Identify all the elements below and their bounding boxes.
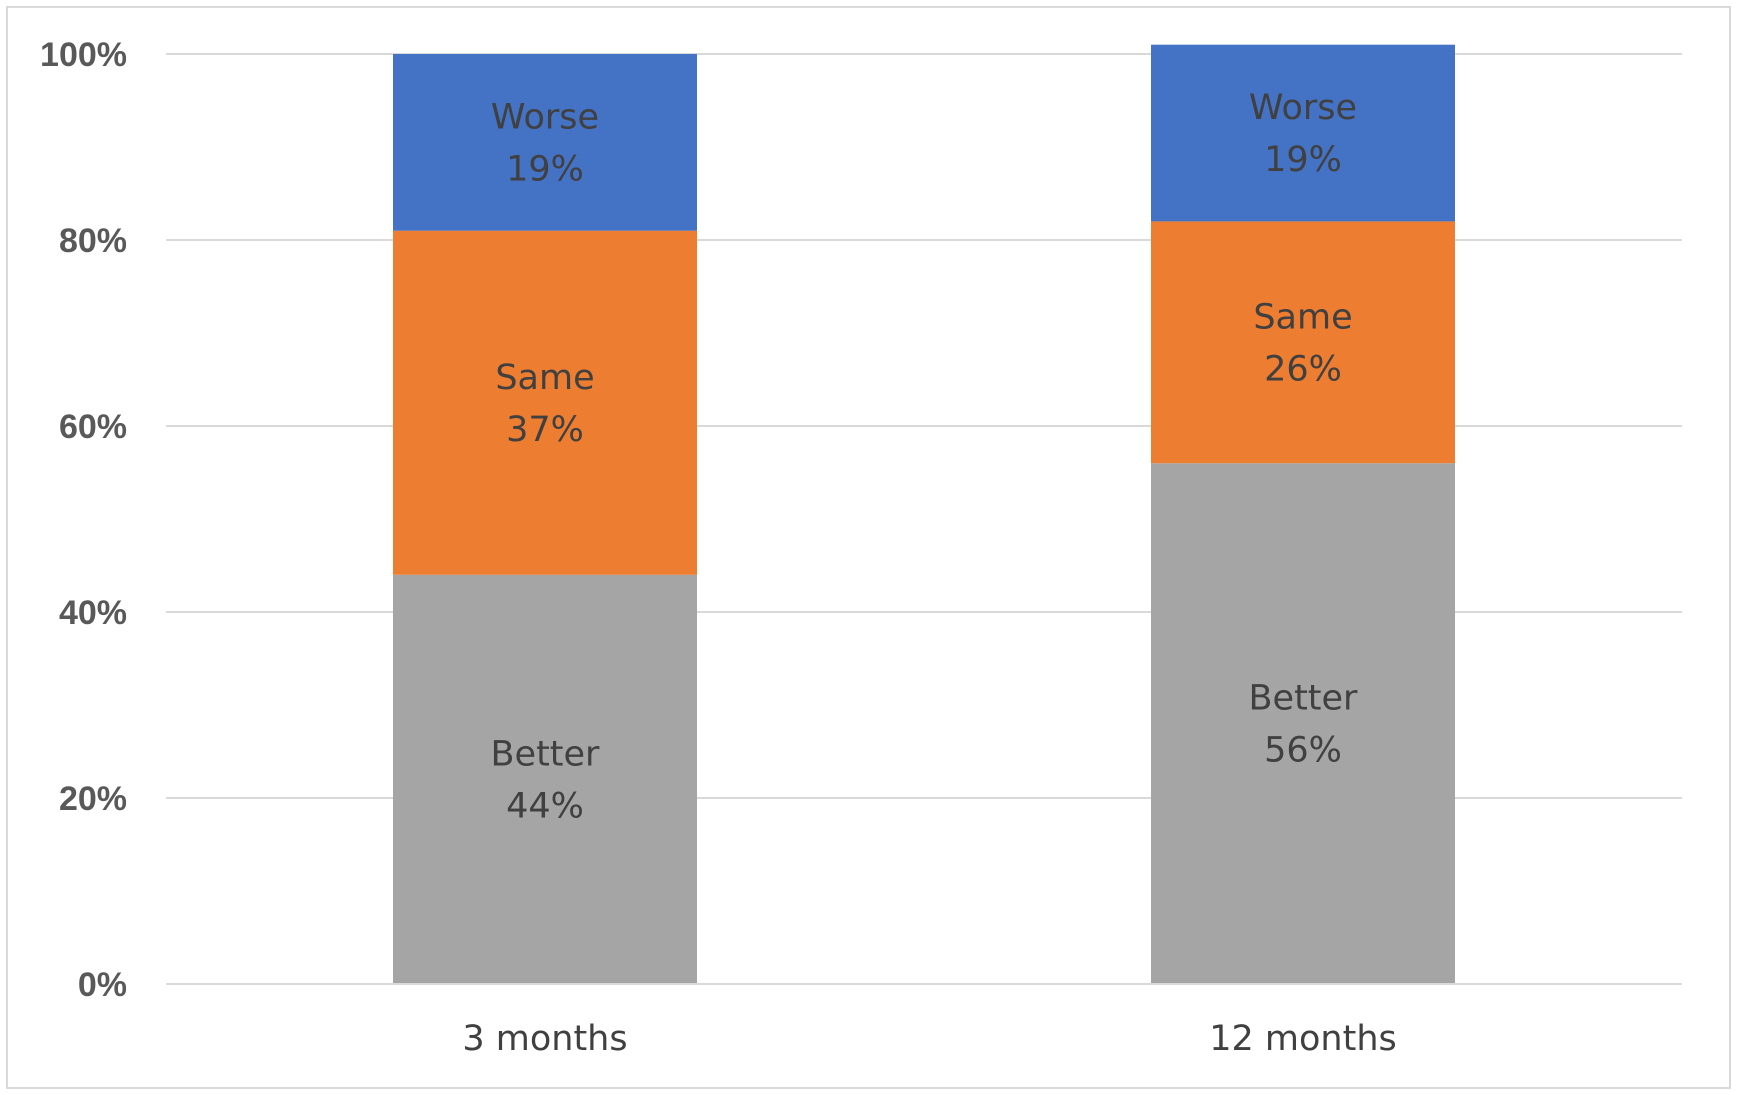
data-label-series-name: Better xyxy=(491,734,601,774)
y-tick-label: 60% xyxy=(59,408,127,446)
data-label-series-name: Worse xyxy=(1249,88,1357,128)
data-label-value: 19% xyxy=(506,149,584,189)
bars: Better 44% Same 37% Worse 19% Better 56% Same 26%… xyxy=(393,44,1455,984)
y-tick-label: 80% xyxy=(59,222,127,260)
data-label-value: 37% xyxy=(506,410,584,450)
y-tick-label: 40% xyxy=(59,594,127,632)
bar-segment-same xyxy=(393,230,697,575)
bar-segment-better xyxy=(393,574,697,984)
bar-segment-worse xyxy=(1151,44,1455,222)
bar-segment-worse xyxy=(393,54,697,231)
data-label-series-name: Same xyxy=(1253,297,1352,337)
data-label-value: 56% xyxy=(1264,731,1342,771)
bar-stack: Better 56% Same 26% Worse 19% xyxy=(1151,44,1455,984)
x-axis-labels: 3 months 12 months xyxy=(462,1019,1396,1059)
x-category-label: 3 months xyxy=(462,1019,627,1059)
bar-stack: Better 44% Same 37% Worse 19% xyxy=(393,54,697,984)
y-axis-ticks: 0% 20% 40% 60% 80% 100% xyxy=(40,36,127,1004)
data-label-value: 19% xyxy=(1264,140,1342,180)
data-label-series-name: Better xyxy=(1249,679,1359,719)
data-label-value: 26% xyxy=(1264,349,1342,389)
data-label-series-name: Worse xyxy=(491,97,599,137)
y-tick-label: 100% xyxy=(40,36,127,74)
bar-segment-better xyxy=(1151,463,1455,984)
bar-segment-same xyxy=(1151,221,1455,464)
x-category-label: 12 months xyxy=(1209,1019,1397,1059)
data-label-value: 44% xyxy=(506,786,584,826)
y-tick-label: 0% xyxy=(78,966,127,1004)
y-tick-label: 20% xyxy=(59,780,127,818)
data-label-series-name: Same xyxy=(495,358,594,398)
